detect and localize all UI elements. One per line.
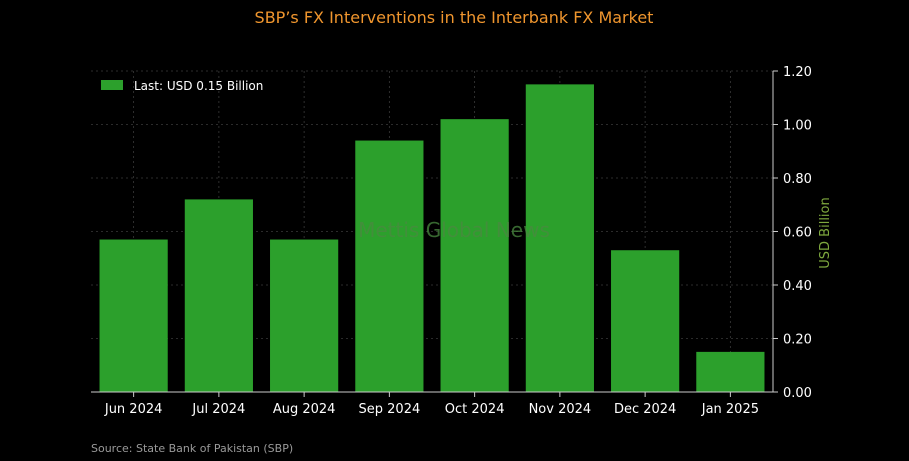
x-tick-label: Jul 2024 [191,402,245,417]
y-axis-label: USD Billion [818,197,833,268]
legend-label: Last: USD 0.15 Billion [134,79,263,93]
y-tick-label: 1.00 [783,119,812,134]
x-tick-label: Aug 2024 [273,402,336,417]
bar [440,119,509,393]
y-tick-label: 0.60 [783,226,812,241]
y-tick-label: 1.20 [783,65,812,80]
bar [611,250,680,392]
x-tick-label: Oct 2024 [445,402,505,417]
source-note: Source: State Bank of Pakistan (SBP) [91,442,293,455]
bar [696,351,765,392]
watermark: Mettis Global News [358,218,550,242]
bars [99,84,765,393]
legend: Last: USD 0.15 Billion [101,79,263,93]
y-tick-label: 0.20 [783,333,812,348]
legend-swatch [101,80,123,90]
bar [184,199,253,392]
x-tick-label: Sep 2024 [359,402,421,417]
y-tick-label: 0.00 [783,386,812,401]
bar [99,239,168,392]
y-tick-label: 0.40 [783,279,812,294]
x-tick-label: Nov 2024 [529,402,592,417]
x-tick-label: Jun 2024 [104,402,163,417]
bar [355,140,424,392]
y-tick-label: 0.80 [783,172,812,187]
x-tick-labels: Jun 2024 Jul 2024 Aug 2024 Sep 2024 Oct 2024… [104,392,759,417]
y-tick-labels: 0.00 0.20 0.40 0.60 0.80 1.00 1.20 [773,65,812,401]
x-tick-label: Dec 2024 [614,402,676,417]
bar [525,84,594,392]
chart-title: SBP’s FX Interventions in the Interbank … [255,8,654,27]
x-tick-label: Jan 2025 [701,402,759,417]
bar [270,239,339,392]
